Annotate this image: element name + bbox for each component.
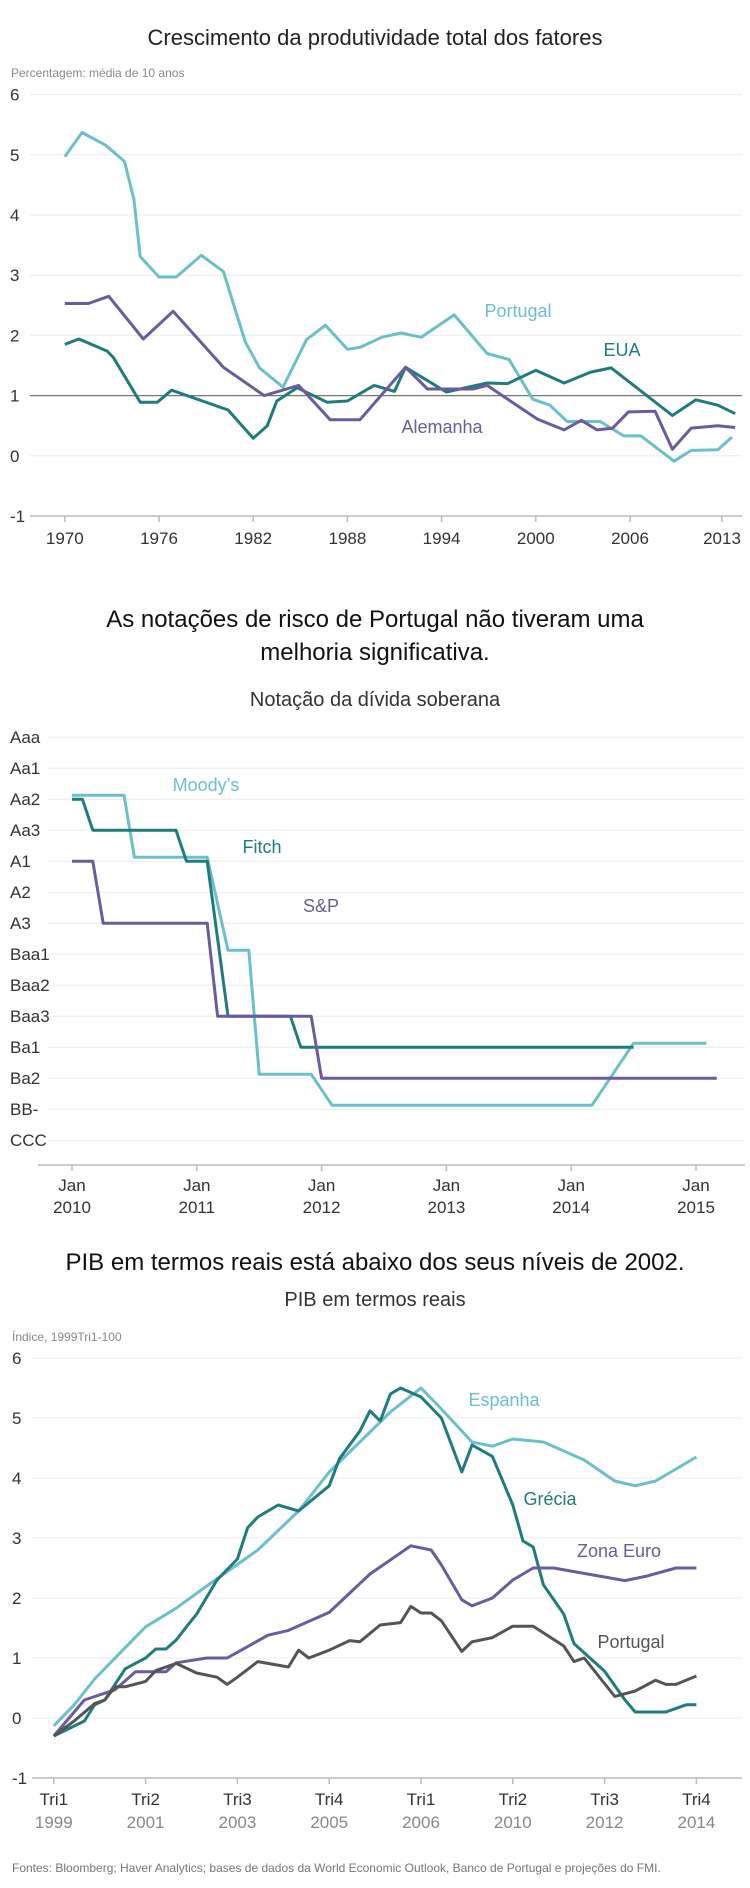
y-tick-label: 4 xyxy=(12,1469,21,1488)
series-label: Alemanha xyxy=(401,417,483,437)
y-tick-label: 3 xyxy=(12,1529,21,1548)
x-tick-label: Tri1 xyxy=(39,1790,68,1809)
tfp-chart-title: Crescimento da produtividade total dos f… xyxy=(148,25,603,50)
x-tick-label: Jan xyxy=(183,1176,210,1195)
y-tick-label: 3 xyxy=(10,266,19,285)
x-tick-year: 2014 xyxy=(677,1813,715,1832)
y-tick-label: A3 xyxy=(10,914,31,933)
x-tick-label: 1970 xyxy=(46,529,84,548)
y-tick-label: Baa3 xyxy=(10,1007,50,1026)
y-tick-label: -1 xyxy=(12,1769,27,1788)
y-tick-label: 5 xyxy=(12,1409,21,1428)
y-tick-label: A1 xyxy=(10,852,31,871)
series-line-1 xyxy=(72,797,634,1049)
series-label: S&P xyxy=(303,896,339,916)
series-line-alemanha xyxy=(64,294,736,451)
x-tick-label: 1982 xyxy=(234,529,272,548)
y-tick-label: 2 xyxy=(10,326,19,345)
ratings-headline-line2: melhoria significativa. xyxy=(260,639,489,666)
series-label: Moody’s xyxy=(173,775,240,795)
x-tick-label: Jan xyxy=(58,1176,85,1195)
y-tick-label: 0 xyxy=(12,1709,21,1728)
series-line-2 xyxy=(72,859,717,1080)
series-label: Fitch xyxy=(242,837,281,857)
ratings-headline-line1: As notações de risco de Portugal não tiv… xyxy=(106,606,644,633)
tfp-chart: Crescimento da produtividade total dos f… xyxy=(10,25,742,548)
x-tick-label: Tri3 xyxy=(590,1790,619,1809)
x-tick-label: 2000 xyxy=(517,529,555,548)
series-line-eua xyxy=(64,337,736,440)
y-tick-label: 5 xyxy=(10,146,19,165)
series-line-portugal xyxy=(63,131,734,463)
x-tick-year: 2011 xyxy=(179,1198,216,1217)
y-tick-label: Aa1 xyxy=(10,759,40,778)
y-tick-label: 6 xyxy=(12,1349,21,1368)
x-tick-label: 1976 xyxy=(140,529,178,548)
series-line-0 xyxy=(72,793,707,1107)
series-line-1 xyxy=(53,1386,697,1738)
y-tick-label: -1 xyxy=(10,507,25,526)
tfp-y-unit-label: Percentagem: média de 10 anos xyxy=(11,66,184,80)
y-tick-label: A2 xyxy=(10,883,31,902)
y-tick-label: 4 xyxy=(10,206,19,225)
ratings-chart-title: Notação da dívida soberana xyxy=(250,689,501,711)
x-tick-label: Tri4 xyxy=(315,1790,344,1809)
y-tick-label: 1 xyxy=(12,1649,21,1668)
x-tick-label: Tri2 xyxy=(498,1790,527,1809)
x-tick-label: Tri4 xyxy=(682,1790,711,1809)
series-label: Portugal xyxy=(484,301,551,321)
series-label: Portugal xyxy=(597,1632,664,1652)
y-tick-label: CCC xyxy=(10,1131,47,1150)
series-label: Zona Euro xyxy=(577,1541,661,1561)
series-label: Grécia xyxy=(523,1489,577,1509)
y-tick-label: 6 xyxy=(10,86,19,105)
gdp-chart-title: PIB em termos reais xyxy=(284,1289,465,1311)
x-tick-label: Jan xyxy=(433,1176,460,1195)
x-tick-year: 2012 xyxy=(303,1198,341,1217)
y-tick-label: Ba1 xyxy=(10,1038,40,1057)
x-tick-label: Tri2 xyxy=(131,1790,160,1809)
y-tick-label: 1 xyxy=(10,387,19,406)
series-line-0 xyxy=(52,1386,698,1727)
x-tick-label: Jan xyxy=(557,1176,584,1195)
y-tick-label: Aaa xyxy=(10,728,41,747)
x-tick-label: Tri3 xyxy=(223,1790,252,1809)
x-tick-label: Jan xyxy=(308,1176,335,1195)
sources-footnote: Fontes: Bloomberg; Haver Analytics; base… xyxy=(12,1861,661,1875)
y-tick-label: Aa3 xyxy=(10,821,40,840)
x-tick-year: 2003 xyxy=(218,1813,256,1832)
x-tick-year: 2010 xyxy=(494,1813,532,1832)
x-tick-label: 2013 xyxy=(703,529,741,548)
series-line-3 xyxy=(52,1604,697,1738)
x-tick-label: Jan xyxy=(682,1176,709,1195)
gdp-chart: PIB em termos reais está abaixo dos seus… xyxy=(12,1249,742,1832)
y-tick-label: Baa2 xyxy=(10,976,50,995)
series-line-2 xyxy=(52,1544,697,1737)
gdp-y-unit-label: Índice, 1999Tri1-100 xyxy=(12,1329,122,1344)
series-label: Espanha xyxy=(468,1390,540,1410)
x-tick-year: 2006 xyxy=(402,1813,440,1832)
y-tick-label: Baa1 xyxy=(10,945,50,964)
gdp-headline: PIB em termos reais está abaixo dos seus… xyxy=(66,1249,685,1276)
x-tick-label: 1988 xyxy=(328,529,366,548)
x-tick-year: 1999 xyxy=(35,1813,73,1832)
y-tick-label: 0 xyxy=(10,447,19,466)
x-tick-year: 2001 xyxy=(127,1813,165,1832)
y-tick-label: BB- xyxy=(10,1100,38,1119)
x-tick-year: 2013 xyxy=(427,1198,465,1217)
x-tick-year: 2012 xyxy=(586,1813,624,1832)
y-tick-label: 2 xyxy=(12,1589,21,1608)
x-tick-year: 2015 xyxy=(677,1198,715,1217)
x-tick-year: 2014 xyxy=(552,1198,590,1217)
ratings-chart: As notações de risco de Portugal não tiv… xyxy=(10,606,745,1217)
y-tick-label: Aa2 xyxy=(10,790,40,809)
x-tick-label: 1994 xyxy=(423,529,461,548)
series-label: EUA xyxy=(603,340,640,360)
x-tick-year: 2005 xyxy=(310,1813,348,1832)
x-tick-year: 2010 xyxy=(53,1198,91,1217)
y-tick-label: Ba2 xyxy=(10,1069,40,1088)
x-tick-label: 2006 xyxy=(611,529,649,548)
x-tick-label: Tri1 xyxy=(407,1790,436,1809)
